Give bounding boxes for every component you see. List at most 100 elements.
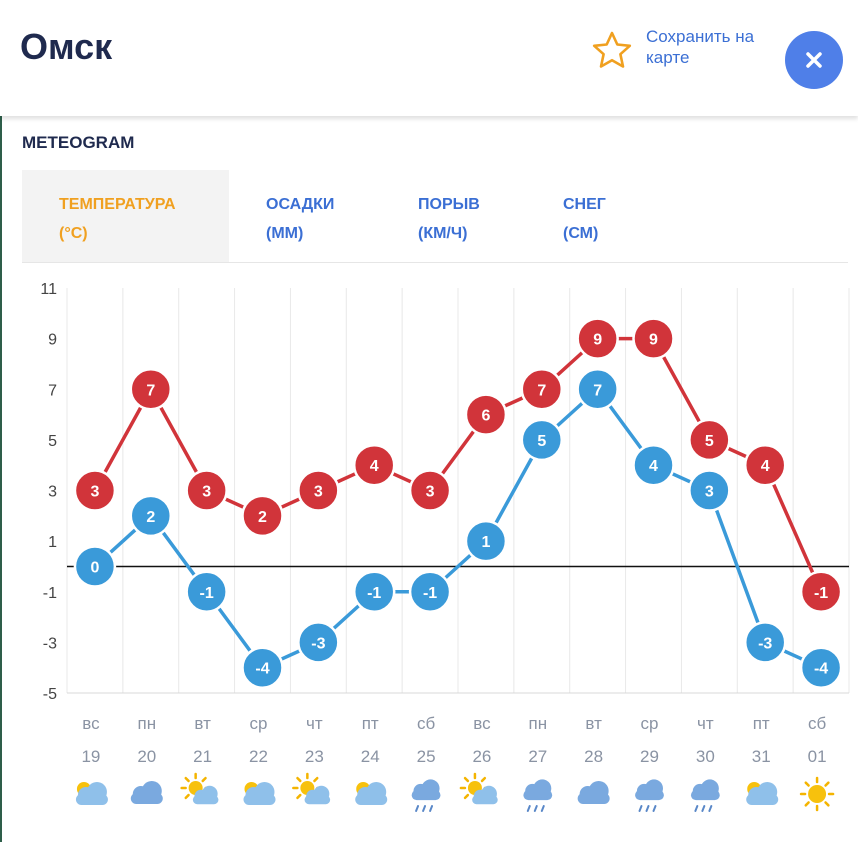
data-point-min	[352, 570, 396, 613]
data-point-max	[688, 418, 731, 462]
close-button[interactable]	[785, 31, 843, 89]
data-label-max: 7	[537, 382, 546, 399]
rain-drop	[429, 805, 434, 812]
partly-sunny-icon	[180, 772, 219, 805]
data-point-min	[743, 621, 787, 664]
tab-precipitation-label: ОСАДКИ	[266, 196, 335, 213]
sun-ray	[201, 776, 207, 783]
data-label-min: -1	[423, 585, 437, 602]
x-date-label: 19	[81, 747, 100, 766]
cloud-part	[141, 781, 162, 801]
x-date-label: 30	[696, 747, 715, 766]
cloud-part	[86, 782, 107, 802]
data-label-min: -1	[367, 585, 381, 602]
data-label-min: -1	[200, 585, 214, 602]
rain-drop	[708, 805, 713, 812]
tab-precipitation[interactable]: ОСАДКИ (ММ)	[266, 170, 334, 262]
partly-sunny-icon	[459, 772, 498, 805]
x-date-label: 29	[640, 747, 659, 766]
x-day-label: чт	[306, 714, 323, 733]
rain-drop	[701, 805, 706, 812]
sun-ray	[824, 801, 830, 807]
rain-icon	[411, 779, 441, 812]
x-date-label: 01	[808, 747, 827, 766]
rain-drop	[645, 805, 650, 812]
cloud-part	[700, 779, 719, 798]
sun-icon	[799, 776, 835, 812]
sun-ray	[184, 793, 190, 800]
cloudy-icon	[746, 782, 779, 805]
data-point-max	[185, 469, 228, 512]
x-date-label: 26	[472, 747, 491, 766]
x-day-label: вс	[82, 714, 100, 733]
data-point-max	[408, 469, 452, 512]
data-point-min	[632, 443, 675, 487]
y-tick-label: -1	[43, 585, 57, 602]
data-label-max: 4	[370, 458, 379, 475]
x-date-label: 20	[137, 747, 156, 766]
rain-drop	[533, 805, 538, 812]
tab-gust-label: ПОРЫВ	[418, 196, 480, 213]
sun-ray	[296, 776, 302, 783]
section-title: METEOGRAM	[22, 133, 135, 152]
rain-icon	[523, 779, 553, 812]
data-point-min	[688, 469, 731, 512]
x-day-label: ср	[250, 714, 268, 733]
data-label-max: 6	[481, 408, 490, 425]
rain-drop	[694, 805, 699, 812]
data-point-max	[743, 443, 787, 487]
y-tick-label: 11	[40, 281, 57, 298]
tab-snow[interactable]: СНЕГ (СМ)	[563, 170, 606, 262]
data-point-min	[464, 519, 508, 563]
rain-drop	[638, 805, 643, 812]
tab-temperature-unit: (°C)	[59, 225, 88, 242]
data-point-max	[73, 469, 117, 512]
save-to-map-label: Сохранить на карте	[646, 27, 755, 67]
header: Омск Сохранить на карте	[0, 0, 858, 116]
data-point-max	[352, 443, 396, 487]
rain-drop	[540, 805, 545, 812]
rain-drop	[526, 805, 531, 812]
sun-ray	[824, 781, 830, 787]
tab-precipitation-unit: (ММ)	[266, 225, 304, 242]
data-label-min: 5	[537, 433, 546, 450]
sun-ray	[313, 776, 319, 783]
data-point-min	[297, 621, 340, 664]
cloudy-icon	[75, 782, 108, 805]
cloud-part	[645, 779, 663, 798]
data-label-max: 3	[90, 484, 99, 501]
tab-snow-label: СНЕГ	[563, 196, 606, 213]
x-date-label: 27	[528, 747, 547, 766]
tab-temperature[interactable]: ТЕМПЕРАТУРА (°C)	[22, 170, 229, 262]
data-point-max	[297, 469, 340, 512]
rain-drop	[652, 805, 657, 812]
data-label-min: -4	[255, 661, 269, 678]
cloud-part	[254, 782, 275, 802]
y-tick-label: -3	[43, 635, 57, 652]
x-day-label: пт	[753, 714, 770, 733]
x-day-label: пн	[528, 714, 547, 733]
cloud-part	[313, 785, 330, 802]
tab-snow-unit: (СМ)	[563, 225, 599, 242]
data-label-max: 7	[146, 382, 155, 399]
x-day-label: вс	[473, 714, 491, 733]
y-tick-label: 1	[48, 534, 57, 551]
save-to-map-button[interactable]: Сохранить на карте	[590, 26, 776, 70]
x-date-label: 21	[193, 747, 212, 766]
cloud-part	[421, 779, 440, 798]
cloudy-icon	[355, 782, 388, 805]
data-point-min	[408, 570, 452, 613]
data-label-min: 3	[705, 484, 714, 501]
cloud-part	[533, 779, 552, 798]
data-point-max	[129, 368, 173, 411]
data-label-max: 3	[314, 484, 323, 501]
data-label-max: 9	[593, 332, 602, 349]
sun-ray	[463, 793, 470, 800]
sun-ray	[296, 793, 302, 800]
data-point-min	[520, 418, 564, 462]
x-date-label: 31	[752, 747, 771, 766]
rain-drop	[422, 805, 427, 812]
sun-ray	[804, 801, 810, 807]
tab-gust[interactable]: ПОРЫВ (КМ/Ч)	[418, 170, 480, 262]
